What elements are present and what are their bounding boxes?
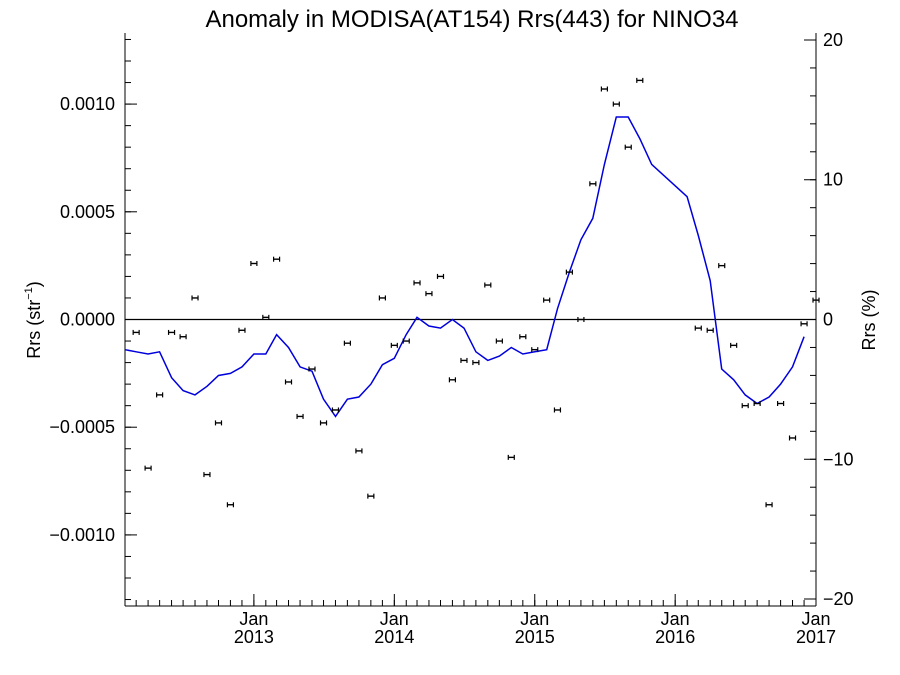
y-axis-right-label: Rrs (%) <box>859 290 879 351</box>
data-point <box>425 291 433 297</box>
data-point <box>800 321 808 327</box>
data-point <box>402 338 410 344</box>
data-point <box>378 295 386 301</box>
minor-ticks <box>124 38 817 606</box>
x-tick-label-year: 2013 <box>234 627 274 647</box>
y-right-tick-label: 10 <box>823 170 843 190</box>
data-point <box>543 297 551 303</box>
x-tick-label-month: Jan <box>661 609 690 629</box>
data-point <box>156 392 164 398</box>
data-point <box>167 329 176 335</box>
data-point <box>589 181 597 187</box>
x-tick-label-month: Jan <box>239 609 268 629</box>
data-point <box>367 493 375 499</box>
x-tick-label-year: 2015 <box>515 627 555 647</box>
data-point <box>694 325 702 331</box>
x-tick-label-month: Jan <box>520 609 549 629</box>
data-point <box>472 360 480 366</box>
x-tick-label-month: Jan <box>801 609 830 629</box>
data-point <box>343 340 351 346</box>
y-left-tick-label: 0.0000 <box>60 310 115 330</box>
y-left-tick-label: −0.0010 <box>49 525 115 545</box>
data-point <box>214 420 223 426</box>
data-points <box>132 77 820 508</box>
data-point <box>718 263 726 269</box>
y-right-tick-label: 20 <box>823 30 843 50</box>
data-point <box>203 472 211 478</box>
data-point <box>495 338 503 344</box>
data-point <box>612 101 620 107</box>
data-point <box>331 407 340 413</box>
y-left-tick-label: 0.0010 <box>60 94 115 114</box>
data-point <box>519 334 527 340</box>
data-point <box>706 327 714 333</box>
y-right-tick-label: 0 <box>823 310 833 330</box>
data-point <box>262 314 270 320</box>
x-tick-label-year: 2017 <box>796 627 836 647</box>
data-point <box>436 273 445 279</box>
x-tick-label-month: Jan <box>380 609 409 629</box>
data-point <box>777 401 785 407</box>
y-axis-right: 20 10 0 −10 −20 <box>804 30 854 609</box>
data-point <box>460 357 468 363</box>
data-point <box>624 144 632 150</box>
data-point <box>553 407 562 413</box>
chart-title: Anomaly in MODISA(AT154) Rrs(443) for NI… <box>205 6 738 33</box>
y-axis-left-label: Rrs (str−1) <box>23 281 44 359</box>
data-point <box>179 334 187 340</box>
data-point <box>788 435 797 441</box>
data-point <box>448 377 457 383</box>
data-point <box>226 502 235 508</box>
data-point <box>191 295 199 301</box>
data-point <box>319 420 328 426</box>
data-point <box>753 401 761 407</box>
data-point <box>531 347 539 353</box>
data-point <box>284 379 293 385</box>
data-point <box>577 317 585 322</box>
y-left-tick-label: 0.0005 <box>60 202 115 222</box>
data-point <box>741 403 749 409</box>
data-point <box>132 329 140 335</box>
data-point <box>272 256 281 262</box>
data-point <box>484 282 492 288</box>
data-point <box>565 269 573 275</box>
y-left-tick-label: −0.0005 <box>49 417 115 437</box>
data-point <box>765 502 773 508</box>
y-right-tick-label: −20 <box>823 589 854 609</box>
data-point <box>144 465 152 471</box>
data-point <box>600 86 608 92</box>
data-point <box>238 327 246 333</box>
data-point <box>730 342 738 348</box>
data-point <box>390 342 398 348</box>
data-point <box>296 413 304 419</box>
y-right-tick-label: −10 <box>823 449 854 469</box>
data-point <box>355 448 363 454</box>
x-tick-label-year: 2014 <box>374 627 414 647</box>
y-axis-left: 0.0010 0.0005 0.0000 −0.0005 −0.0010 <box>49 94 137 545</box>
data-point <box>413 280 421 286</box>
data-point <box>507 454 515 460</box>
data-point <box>636 77 644 83</box>
data-point <box>308 366 316 372</box>
data-point <box>250 260 258 266</box>
x-tick-label-year: 2016 <box>655 627 695 647</box>
data-point <box>812 297 820 303</box>
series-line <box>124 116 805 418</box>
